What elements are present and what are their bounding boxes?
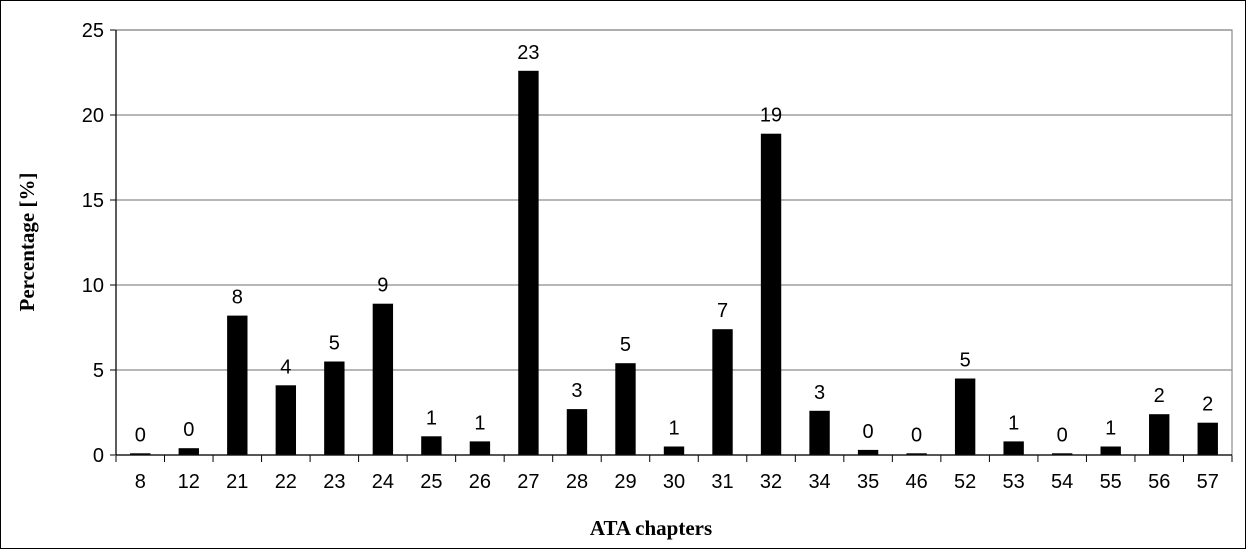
data-label: 8 bbox=[232, 287, 243, 309]
data-label: 0 bbox=[183, 419, 194, 441]
y-tick-label: 25 bbox=[82, 20, 104, 42]
y-axis-ticks: 0 5 10 15 20 25 bbox=[82, 20, 116, 467]
data-label: 2 bbox=[1202, 394, 1213, 416]
x-tick-label: 53 bbox=[1003, 471, 1025, 493]
bar-29 bbox=[615, 363, 636, 455]
bar-32 bbox=[760, 133, 782, 455]
x-tick-label: 32 bbox=[760, 471, 782, 493]
data-label: 3 bbox=[571, 380, 582, 402]
gridlines bbox=[116, 29, 1232, 371]
y-tick-label: 10 bbox=[82, 275, 104, 297]
bar-57 bbox=[1197, 422, 1218, 455]
data-label: 23 bbox=[517, 42, 539, 64]
bar-53 bbox=[1003, 441, 1024, 455]
x-tick-label: 22 bbox=[275, 471, 297, 493]
bar-28 bbox=[566, 409, 588, 455]
y-axis-title: Percentage [%] bbox=[15, 173, 39, 312]
x-tick-label: 54 bbox=[1051, 471, 1073, 493]
x-tick-label: 12 bbox=[178, 471, 200, 493]
x-tick-label: 56 bbox=[1148, 471, 1170, 493]
data-label: 4 bbox=[280, 356, 291, 378]
y-tick-label: 20 bbox=[82, 105, 104, 127]
data-label: 2 bbox=[1154, 385, 1165, 407]
data-label: 5 bbox=[620, 334, 631, 356]
bar-12 bbox=[178, 448, 199, 455]
y-tick-label: 15 bbox=[82, 190, 104, 212]
x-tick-label: 28 bbox=[566, 471, 588, 493]
data-label: 1 bbox=[474, 412, 485, 434]
y-tick-label: 5 bbox=[93, 360, 104, 382]
bar-22 bbox=[275, 385, 297, 455]
x-tick-label: 52 bbox=[954, 471, 976, 493]
bar-54 bbox=[1051, 453, 1073, 455]
data-label: 1 bbox=[426, 407, 437, 429]
x-tick-label: 24 bbox=[372, 471, 394, 493]
data-label: 0 bbox=[1057, 424, 1068, 446]
x-tick-label: 27 bbox=[517, 471, 539, 493]
bar-31 bbox=[712, 329, 733, 455]
data-label: 5 bbox=[329, 333, 340, 355]
x-tick-label: 46 bbox=[905, 471, 927, 493]
data-label: 0 bbox=[911, 424, 922, 446]
bar-30 bbox=[663, 446, 685, 455]
data-label: 0 bbox=[863, 421, 874, 443]
bar-55 bbox=[1100, 446, 1121, 455]
bar-8 bbox=[130, 453, 151, 455]
bar-25 bbox=[421, 436, 442, 455]
x-tick-label: 21 bbox=[226, 471, 248, 493]
data-label: 3 bbox=[814, 382, 825, 404]
data-label: 1 bbox=[668, 418, 679, 440]
bar-34 bbox=[809, 410, 830, 455]
x-tick-label: 25 bbox=[420, 471, 442, 493]
bar-46 bbox=[906, 453, 927, 455]
data-label: 1 bbox=[1008, 412, 1019, 434]
bar-56 bbox=[1149, 414, 1170, 455]
bar-21 bbox=[227, 315, 248, 455]
bar-52 bbox=[954, 378, 976, 455]
data-label: 7 bbox=[717, 300, 728, 322]
x-tick-label: 23 bbox=[323, 471, 345, 493]
bar-24 bbox=[372, 303, 394, 455]
x-axis-ticks: 8 12 21 22 23 24 25 26 27 28 29 30 31 32 34 35 46 52 53 54 5… bbox=[115, 455, 1233, 493]
data-label: 9 bbox=[377, 275, 388, 297]
x-tick-label: 57 bbox=[1197, 471, 1219, 493]
bars bbox=[130, 70, 1218, 456]
data-label: 0 bbox=[135, 424, 146, 446]
bar-26 bbox=[469, 441, 491, 455]
x-tick-label: 31 bbox=[711, 471, 733, 493]
x-tick-label: 29 bbox=[614, 471, 636, 493]
data-label: 5 bbox=[960, 350, 971, 372]
x-tick-label: 8 bbox=[135, 471, 146, 493]
data-label: 1 bbox=[1105, 418, 1116, 440]
x-tick-label: 35 bbox=[857, 471, 879, 493]
bar-35 bbox=[857, 449, 879, 455]
x-tick-label: 34 bbox=[808, 471, 830, 493]
data-label: 19 bbox=[760, 105, 782, 127]
x-tick-label: 26 bbox=[469, 471, 491, 493]
y-tick-label: 0 bbox=[93, 445, 104, 467]
bar-27 bbox=[518, 70, 539, 456]
x-tick-label: 55 bbox=[1100, 471, 1122, 493]
x-tick-label: 30 bbox=[663, 471, 685, 493]
x-axis-title: ATA chapters bbox=[590, 516, 712, 540]
bar-23 bbox=[324, 361, 345, 455]
axes bbox=[115, 29, 1233, 456]
